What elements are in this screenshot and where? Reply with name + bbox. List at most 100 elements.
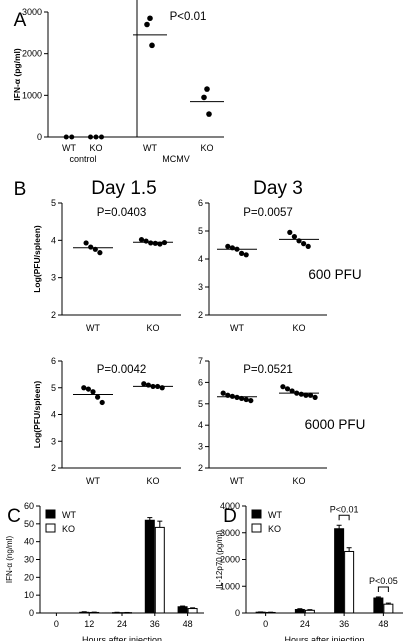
data-point bbox=[284, 386, 291, 392]
y-tick-label: 4 bbox=[51, 410, 56, 420]
y-tick-label: 40 bbox=[24, 537, 34, 547]
column-title-day3: Day 3 bbox=[253, 178, 303, 199]
significance-bracket bbox=[338, 514, 350, 521]
data-point bbox=[152, 240, 158, 246]
y-tick-label: 30 bbox=[24, 555, 34, 565]
y-tick-label: 6 bbox=[198, 377, 203, 387]
data-point bbox=[149, 42, 155, 49]
data-point bbox=[63, 134, 69, 140]
legend-label: KO bbox=[268, 524, 281, 534]
y-tick-label: 2 bbox=[198, 310, 203, 320]
p-value: P<0.05 bbox=[369, 576, 398, 586]
y-tick-label: 5 bbox=[198, 399, 203, 409]
bar-WT bbox=[144, 519, 155, 614]
data-point bbox=[303, 392, 309, 398]
y-axis-label: IFN-α (ng/ml) bbox=[5, 536, 14, 584]
legend-label: KO bbox=[62, 524, 75, 534]
data-point bbox=[220, 390, 226, 396]
data-point bbox=[239, 250, 245, 256]
data-point bbox=[225, 243, 231, 249]
data-point bbox=[307, 392, 314, 398]
data-point bbox=[141, 381, 147, 387]
y-tick-label: 3 bbox=[198, 442, 203, 452]
bar-KO bbox=[383, 603, 394, 614]
x-tick-label: WT bbox=[143, 143, 157, 153]
data-point bbox=[243, 252, 249, 258]
y-tick-label: 4 bbox=[198, 254, 203, 264]
x-tick-label: KO bbox=[146, 323, 159, 333]
data-point bbox=[83, 240, 89, 246]
data-point bbox=[312, 394, 318, 400]
x-tick-label: KO bbox=[200, 143, 213, 153]
bar-WT bbox=[79, 611, 90, 614]
y-tick-label: 4000 bbox=[220, 501, 240, 511]
legend-swatch bbox=[45, 523, 56, 533]
data-point bbox=[143, 238, 149, 244]
data-point bbox=[88, 244, 94, 250]
x-tick-label: 48 bbox=[183, 619, 193, 629]
y-tick-label: 7 bbox=[198, 356, 203, 366]
data-point bbox=[138, 236, 145, 243]
data-point bbox=[99, 134, 104, 140]
y-tick-label: 3000 bbox=[22, 7, 42, 17]
y-tick-label: 20 bbox=[24, 572, 34, 582]
legend-swatch bbox=[251, 509, 262, 519]
panel-label-B: B bbox=[14, 179, 27, 200]
y-tick-label: 4 bbox=[198, 420, 203, 430]
y-tick-label: 1000 bbox=[22, 90, 42, 100]
data-point bbox=[97, 250, 103, 256]
y-tick-label: 60 bbox=[24, 501, 34, 511]
x-tick-label: 0 bbox=[54, 619, 59, 629]
bar-WT bbox=[334, 528, 345, 614]
legend-swatch bbox=[251, 523, 262, 533]
data-point bbox=[95, 394, 101, 400]
x-tick-label: WT bbox=[86, 476, 100, 486]
data-point bbox=[206, 111, 212, 117]
bar-KO bbox=[187, 608, 198, 614]
data-point bbox=[243, 396, 249, 403]
bar-WT bbox=[373, 597, 384, 614]
x-tick-label: WT bbox=[230, 476, 244, 486]
x-tick-label: 36 bbox=[150, 619, 160, 629]
x-tick-label: 48 bbox=[378, 619, 388, 629]
data-point bbox=[157, 241, 163, 247]
y-tick-label: 0 bbox=[37, 132, 42, 142]
p-value: P=0.0057 bbox=[243, 207, 293, 219]
y-tick-label: 3 bbox=[51, 436, 56, 446]
x-tick-label: 24 bbox=[300, 619, 310, 629]
column-title-day15: Day 1.5 bbox=[91, 178, 156, 199]
data-point bbox=[201, 94, 207, 101]
x-tick-label: 36 bbox=[339, 619, 349, 629]
legend-swatch bbox=[45, 509, 56, 519]
y-tick-label: 4 bbox=[51, 235, 56, 245]
bar-KO bbox=[344, 550, 355, 614]
data-point bbox=[147, 15, 153, 22]
data-point bbox=[93, 134, 99, 140]
group-label: control bbox=[69, 154, 96, 164]
data-point bbox=[305, 243, 311, 249]
x-tick-label: 12 bbox=[84, 619, 94, 629]
y-axis-label: IL-12p70 (pg/ml) bbox=[215, 530, 224, 589]
y-axis-label: Log(PFU/spleen) bbox=[32, 225, 42, 293]
data-point bbox=[280, 384, 286, 390]
y-tick-label: 5 bbox=[198, 226, 203, 236]
x-tick-label: WT bbox=[230, 323, 244, 333]
y-tick-label: 1000 bbox=[220, 581, 240, 591]
data-point bbox=[88, 134, 93, 140]
y-tick-label: 3 bbox=[198, 282, 203, 292]
legend-label: WT bbox=[268, 510, 282, 520]
data-point bbox=[287, 229, 293, 235]
data-point bbox=[85, 386, 91, 392]
data-point bbox=[291, 234, 297, 240]
data-point bbox=[90, 389, 96, 395]
bar-WT bbox=[177, 606, 188, 614]
p-value: P=0.0403 bbox=[97, 207, 147, 219]
p-value: P=0.0042 bbox=[97, 364, 147, 376]
x-axis-label: Hours after injection bbox=[284, 635, 364, 641]
bar-WT bbox=[294, 609, 305, 614]
x-tick-label: KO bbox=[146, 476, 159, 486]
bar-KO bbox=[304, 609, 315, 614]
row-label-6000: 6000 PFU bbox=[305, 417, 366, 432]
data-point bbox=[204, 86, 210, 92]
